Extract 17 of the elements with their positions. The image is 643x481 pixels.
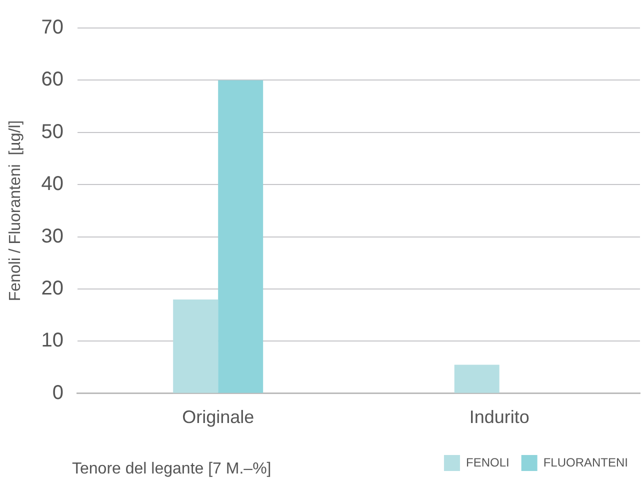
x-tick-label: Indurito (469, 407, 530, 428)
legend-label: FENOLI (466, 455, 510, 470)
y-tick-label: 0 (52, 382, 64, 404)
y-tick-label: 30 (41, 225, 64, 248)
x-tick-label: Originale (182, 407, 254, 428)
legend-label: FLUORANTENI (543, 455, 628, 470)
y-tick-label: 10 (41, 330, 64, 352)
y-tick-label: 70 (41, 16, 64, 39)
x-axis-title: Tenore del legante [7 M.–%] (72, 460, 272, 478)
y-tick-label: 40 (41, 173, 64, 196)
bar (173, 299, 218, 393)
y-tick-label: 60 (41, 68, 64, 91)
bar (218, 80, 264, 393)
bar (454, 364, 500, 393)
y-axis-title: Fenoli / Fluoranteni [µg/l] (7, 120, 24, 302)
y-tick-label: 50 (41, 120, 64, 143)
y-tick-label: 20 (41, 278, 64, 300)
